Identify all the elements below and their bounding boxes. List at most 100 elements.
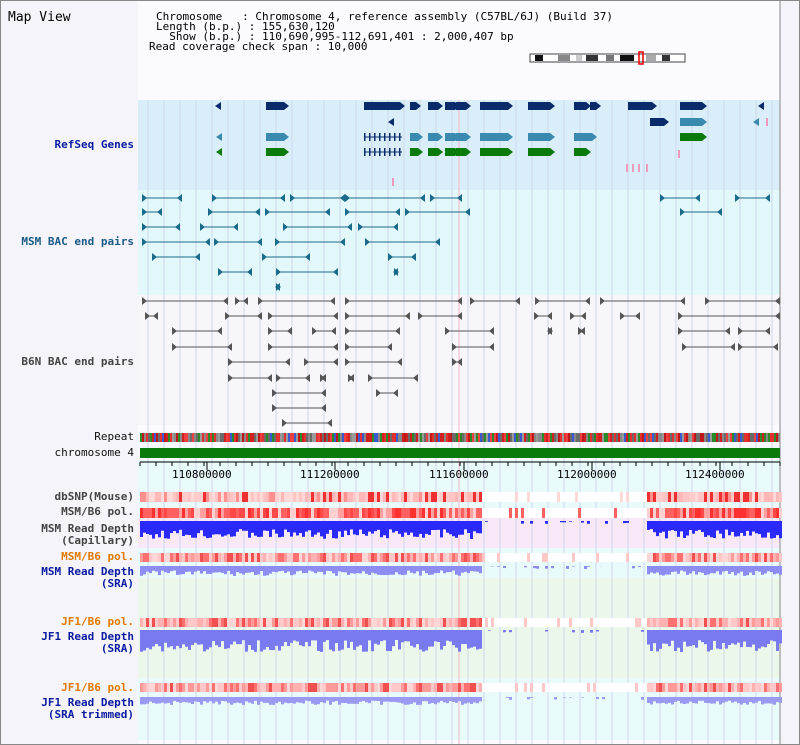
track-label-msm-pol-2[interactable]: MSM/B6 pol. xyxy=(61,550,134,563)
depth-bar xyxy=(359,566,362,574)
track-label-msm-depth-sra[interactable]: MSM Read Depth xyxy=(41,565,134,578)
polymorphism-cell xyxy=(224,618,227,627)
polymorphism-cell xyxy=(599,508,602,518)
track-label-jf1-pol-2[interactable]: JF1/B6 pol. xyxy=(61,681,134,694)
polymorphism-cell xyxy=(329,492,332,502)
repeat-segment xyxy=(418,433,420,442)
polymorphism-cell xyxy=(245,508,248,518)
depth-bar xyxy=(143,630,146,651)
track-label-refseq[interactable]: RefSeq Genes xyxy=(54,138,134,151)
polymorphism-cell xyxy=(737,508,740,518)
depth-bar xyxy=(374,697,377,701)
depth-bar xyxy=(293,630,296,641)
repeat-segment xyxy=(590,433,592,442)
polymorphism-cell xyxy=(308,492,311,502)
depth-bar xyxy=(458,697,461,702)
polymorphism-cell xyxy=(338,492,341,502)
polymorphism-cell xyxy=(407,508,410,518)
repeat-segment xyxy=(320,433,322,442)
polymorphism-cell xyxy=(263,553,266,562)
polymorphism-cell xyxy=(638,508,641,518)
depth-bar xyxy=(668,697,671,703)
polymorphism-cell xyxy=(236,683,239,692)
track-label-jf1-pol-1[interactable]: JF1/B6 pol. xyxy=(61,615,134,628)
depth-bar xyxy=(680,697,683,704)
polymorphism-cell xyxy=(449,508,452,518)
depth-bar xyxy=(776,630,779,651)
depth-bar xyxy=(227,697,230,703)
repeat-segment xyxy=(300,433,302,442)
polymorphism-cell xyxy=(461,553,464,562)
polymorphism-cell xyxy=(761,683,764,692)
repeat-segment xyxy=(744,433,746,442)
bac-end xyxy=(395,327,400,335)
depth-bar xyxy=(365,630,368,652)
depth-bar xyxy=(695,630,698,648)
polymorphism-cell xyxy=(584,618,587,627)
repeat-segment xyxy=(722,433,724,442)
polymorphism-cell xyxy=(551,618,554,627)
polymorphism-cell xyxy=(593,492,596,502)
polymorphism-cell xyxy=(467,618,470,627)
depth-bar xyxy=(233,697,236,704)
track-label-msm-depth-capillary[interactable]: MSM Read Depth xyxy=(41,522,134,535)
depth-bar xyxy=(161,697,164,703)
track-label-msm-pol-1[interactable]: MSM/B6 pol. xyxy=(61,505,134,518)
repeat-segment xyxy=(568,433,570,442)
polymorphism-cell xyxy=(185,683,188,692)
gene-exon xyxy=(384,148,386,156)
polymorphism-cell xyxy=(755,618,758,627)
track-label-jf1-trimmed[interactable]: JF1 Read Depth xyxy=(41,696,134,709)
depth-bar xyxy=(458,566,461,576)
track-label-jf1-depth[interactable]: JF1 Read Depth xyxy=(41,630,134,643)
polymorphism-cell xyxy=(575,492,578,502)
depth-bar xyxy=(284,697,287,703)
polymorphism-cell xyxy=(275,508,278,518)
polymorphism-cell xyxy=(518,553,521,562)
polymorphism-cell xyxy=(479,492,482,502)
repeat-segment xyxy=(710,433,712,442)
repeat-segment xyxy=(642,433,644,442)
polymorphism-cell xyxy=(773,492,776,502)
polymorphism-cell xyxy=(764,553,767,562)
repeat-segment xyxy=(282,433,284,442)
gene-block xyxy=(480,148,508,156)
depth-bar xyxy=(458,630,461,652)
track-label-dbsnp[interactable]: dbSNP(Mouse) xyxy=(54,490,134,503)
depth-bar xyxy=(329,566,332,572)
polymorphism-cell xyxy=(356,618,359,627)
depth-bar xyxy=(674,697,677,702)
depth-bar xyxy=(767,630,770,644)
polymorphism-cell xyxy=(671,508,674,518)
repeat-segment xyxy=(652,433,654,442)
polymorphism-cell xyxy=(731,683,734,692)
repeat-segment xyxy=(698,433,700,442)
polymorphism-cell xyxy=(239,553,242,562)
depth-bar xyxy=(746,521,749,531)
polymorphism-cell xyxy=(290,508,293,518)
bac-end xyxy=(580,327,585,335)
track-label-msm-bac[interactable]: MSM BAC end pairs xyxy=(21,235,134,248)
depth-bar xyxy=(251,630,254,650)
polymorphism-cell xyxy=(602,553,605,562)
polymorphism-cell xyxy=(356,553,359,562)
depth-bar xyxy=(455,521,458,538)
polymorphism-cell xyxy=(422,683,425,692)
polymorphism-cell xyxy=(230,618,233,627)
depth-bar xyxy=(665,630,668,644)
gene-exon xyxy=(389,148,391,156)
depth-bar xyxy=(344,521,347,531)
bac-end xyxy=(227,343,232,351)
polymorphism-cell xyxy=(776,553,779,562)
repeat-segment xyxy=(524,433,526,442)
bac-end xyxy=(233,223,238,231)
depth-bar xyxy=(155,521,158,535)
polymorphism-cell xyxy=(401,618,404,627)
depth-bar xyxy=(407,521,410,535)
polymorphism-cell xyxy=(461,508,464,518)
polymorphism-cell xyxy=(368,683,371,692)
track-label-b6n-bac[interactable]: B6N BAC end pairs xyxy=(21,355,134,368)
depth-bar xyxy=(341,566,344,573)
polymorphism-cell xyxy=(443,492,446,502)
